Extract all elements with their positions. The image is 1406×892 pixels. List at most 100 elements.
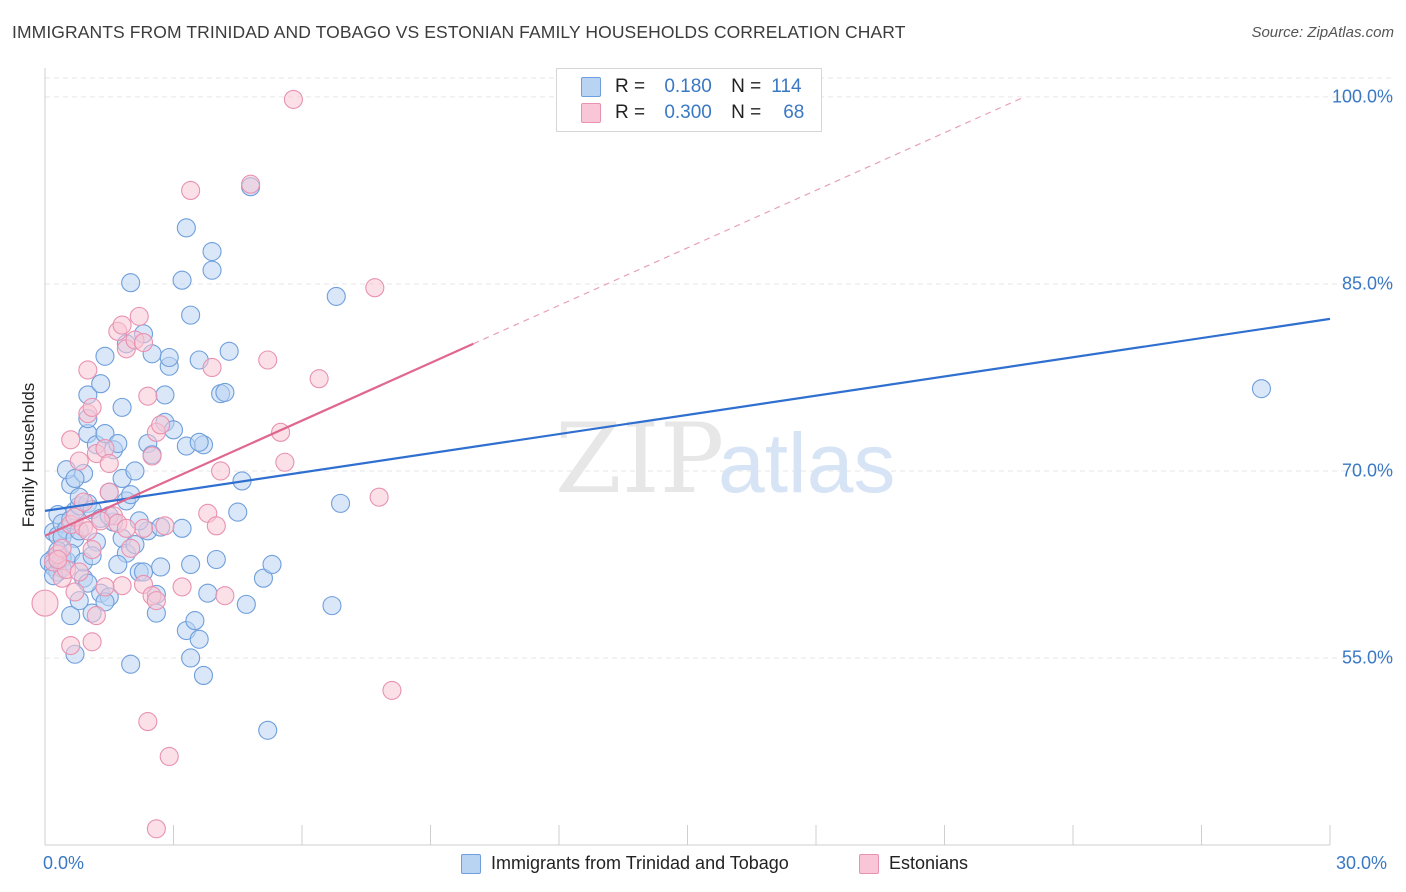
trend-line-estonian: [44, 342, 474, 537]
data-point: [206, 549, 226, 570]
watermark-atlas: atlas: [718, 416, 895, 510]
data-point: [116, 518, 136, 538]
data-point: [189, 432, 209, 452]
data-point: [181, 305, 201, 325]
legend-r-value: 0.180: [664, 76, 712, 97]
legend-r-value: 0.300: [664, 102, 712, 123]
data-point: [146, 591, 166, 611]
stats-legend: R = 0.180 N = 114 R = 0.300 N = 68: [556, 68, 822, 132]
data-point: [69, 562, 89, 582]
data-point: [112, 315, 132, 335]
legend-n-label: N =: [731, 76, 762, 97]
data-point: [382, 680, 402, 700]
data-point: [82, 539, 102, 560]
data-point: [309, 369, 329, 389]
data-point: [1251, 379, 1272, 399]
data-point: [202, 260, 222, 280]
legend-n-value: 114: [771, 76, 802, 97]
data-point: [181, 180, 201, 200]
data-point: [146, 819, 166, 839]
data-point: [275, 452, 295, 472]
chart-title: IMMIGRANTS FROM TRINIDAD AND TOBAGO VS E…: [12, 22, 906, 42]
data-point: [91, 374, 111, 394]
data-point: [155, 516, 175, 536]
watermark-zip: ZIP: [555, 403, 724, 515]
data-point: [138, 386, 158, 406]
data-point: [31, 589, 59, 617]
data-point: [121, 273, 141, 293]
data-point: [185, 611, 205, 631]
y-tick-label: 55.0%: [1341, 647, 1393, 668]
data-point: [78, 521, 98, 541]
data-point: [69, 451, 89, 471]
data-point: [138, 712, 158, 732]
data-point: [78, 360, 98, 380]
x-tick-label-min: 0.0%: [43, 853, 85, 873]
data-point: [193, 665, 214, 685]
bottom-legend-swatch-pink: [859, 853, 879, 874]
bottom-legend-swatch-blue: [461, 853, 481, 874]
data-point: [151, 415, 171, 435]
bottom-legend-estonian: Estonians: [859, 853, 968, 874]
data-point: [241, 174, 261, 194]
data-point: [74, 492, 94, 512]
series-estonian-points: [31, 89, 402, 839]
legend-r-label: R =: [615, 76, 646, 97]
data-point: [181, 554, 201, 575]
data-point: [211, 461, 231, 481]
data-point: [61, 635, 81, 656]
axes: [44, 68, 1331, 846]
data-point: [258, 350, 278, 370]
data-point: [322, 596, 342, 616]
data-point: [142, 446, 162, 466]
data-point: [202, 357, 222, 378]
data-point: [172, 577, 192, 597]
data-point: [181, 648, 201, 668]
data-point: [82, 397, 102, 417]
y-tick-label: 100.0%: [1331, 86, 1393, 107]
x-tick-label-max: 30.0%: [1336, 853, 1388, 873]
data-point: [61, 606, 81, 626]
data-point: [202, 241, 222, 262]
legend-row-estonian: R = 0.300 N = 68: [581, 101, 804, 125]
data-point: [112, 397, 132, 417]
chart-source: Source: ZipAtlas.com: [1251, 24, 1394, 41]
bottom-legend-label-estonian: Estonians: [889, 853, 969, 873]
data-point: [219, 341, 239, 361]
data-point: [82, 632, 102, 652]
data-point: [206, 516, 226, 536]
data-point: [283, 89, 303, 109]
data-point: [99, 482, 119, 502]
data-point: [172, 270, 192, 290]
data-point: [236, 594, 256, 614]
y-tick-label: 85.0%: [1341, 273, 1393, 294]
legend-r-label: R =: [615, 102, 646, 123]
data-point: [326, 286, 346, 306]
data-point: [198, 583, 218, 603]
data-point: [108, 554, 128, 575]
data-point: [159, 347, 179, 368]
y-tick-label: 70.0%: [1341, 460, 1393, 481]
legend-n-value: 68: [783, 102, 805, 123]
data-point: [151, 557, 171, 577]
trend-line-extension: [473, 97, 1022, 345]
data-point: [48, 549, 68, 570]
data-point: [228, 502, 248, 522]
data-point: [112, 576, 132, 596]
bottom-legend-label-trinidad: Immigrants from Trinidad and Tobago: [491, 853, 789, 873]
trend-lines: [44, 97, 1331, 537]
data-point: [86, 606, 106, 626]
y-axis-label: Family Households: [19, 382, 38, 528]
data-point: [215, 382, 235, 402]
data-point: [215, 586, 235, 606]
data-point: [258, 720, 278, 740]
data-point: [125, 461, 145, 481]
data-point: [172, 518, 192, 538]
watermark: ZIP atlas: [555, 403, 895, 515]
data-point: [176, 218, 196, 238]
data-point: [262, 554, 282, 575]
data-point: [61, 430, 81, 450]
data-point: [369, 487, 389, 507]
data-point: [65, 582, 85, 602]
